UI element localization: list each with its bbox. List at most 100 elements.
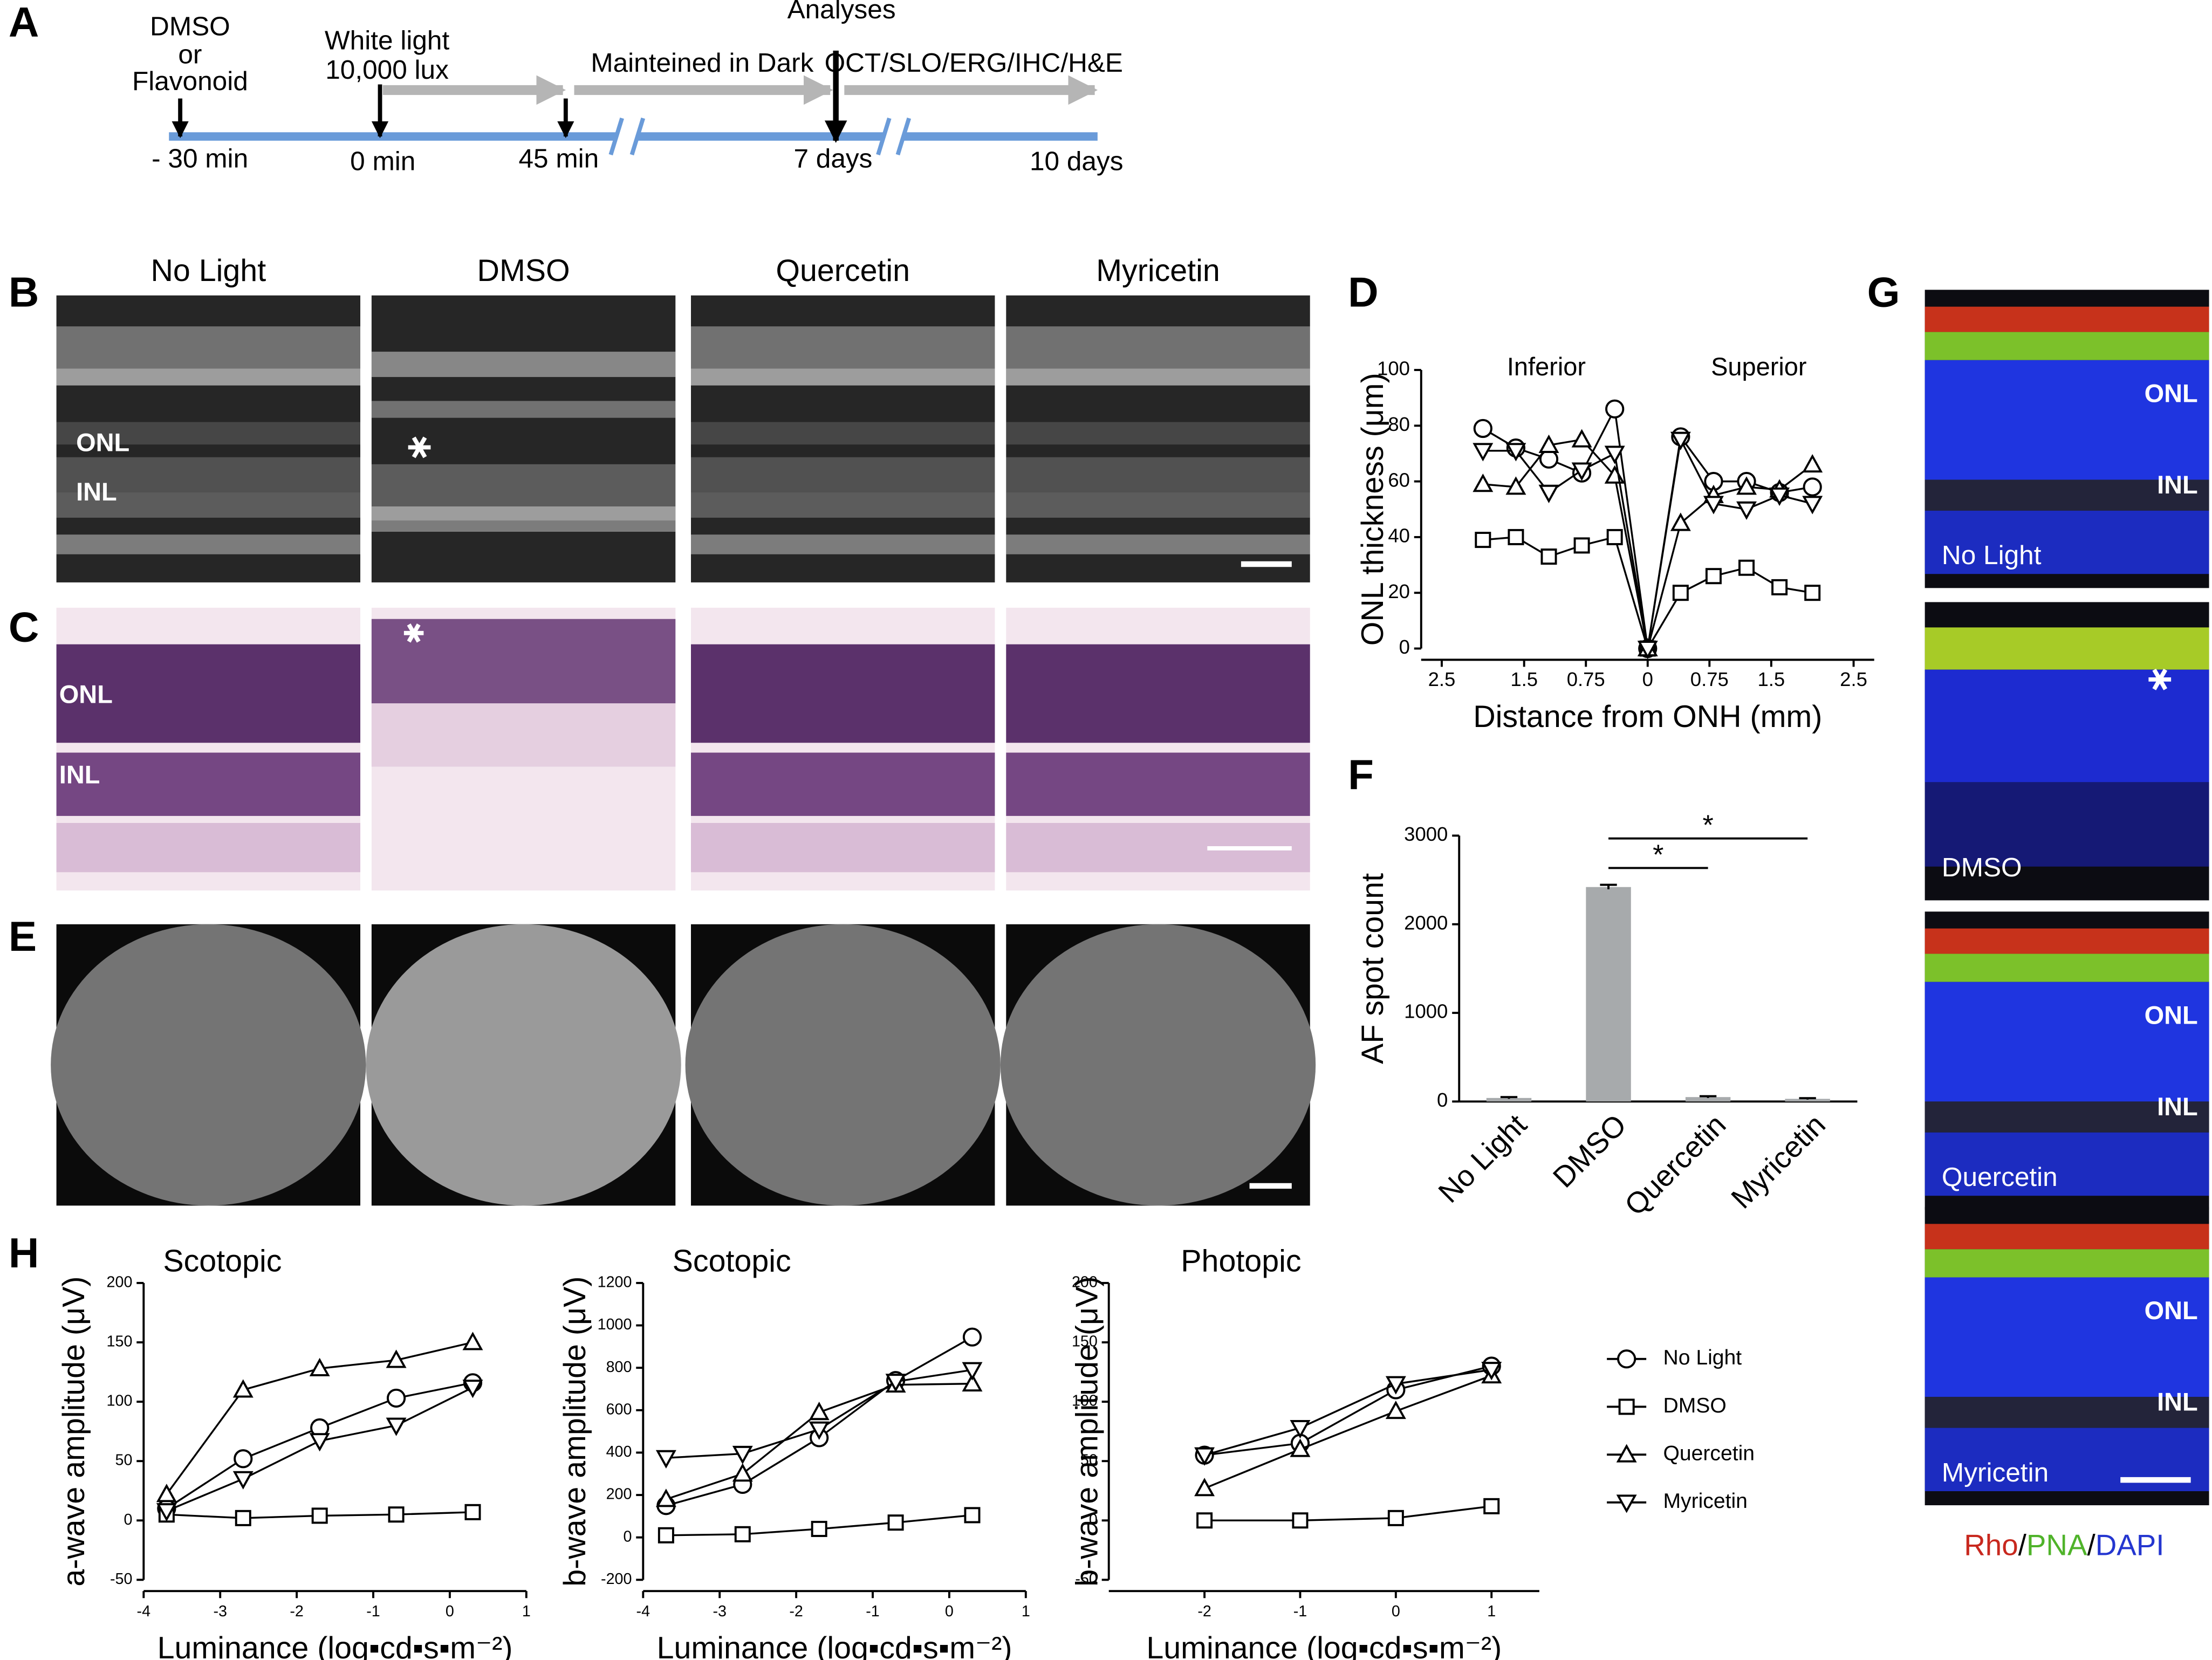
- marker: [234, 1449, 253, 1469]
- panel-label: D: [1348, 268, 1379, 315]
- panel-label: A: [9, 0, 39, 46]
- oct-layer: [56, 422, 361, 445]
- y-tick-label: 0: [1399, 636, 1410, 658]
- if-layer: [1925, 1397, 2209, 1428]
- marker: [1618, 1398, 1635, 1415]
- bar: [1785, 1099, 1830, 1102]
- condition-title: DMSO: [477, 253, 570, 288]
- y-tick-label: 1000: [1404, 1000, 1448, 1023]
- he-layer: [56, 644, 361, 743]
- he-layer: [1006, 644, 1310, 743]
- oct-layer: [371, 401, 676, 418]
- he-layer: [691, 822, 995, 873]
- timeline-step: Flavonoid: [132, 66, 248, 96]
- marker: [1508, 529, 1524, 545]
- panel-label: B: [9, 268, 39, 315]
- panel-label: H: [9, 1229, 39, 1277]
- y-axis-label: b-wave amplitude (μV): [558, 1277, 592, 1587]
- he-layer: [371, 703, 676, 767]
- marker: [811, 1520, 827, 1537]
- x-tick-label: 1: [1022, 1603, 1030, 1620]
- fundus: [1000, 924, 1316, 1206]
- panel-label: C: [9, 603, 39, 650]
- x-tick-label: 2.5: [1840, 668, 1867, 690]
- y-tick-label: 150: [1072, 1333, 1098, 1350]
- timeline-time: 7 days: [793, 143, 872, 173]
- marker: [1606, 529, 1623, 545]
- y-tick-label: 200: [1072, 1274, 1098, 1291]
- if-layer: [1925, 306, 2209, 332]
- panel-label: G: [1867, 268, 1900, 315]
- if-layer: [1925, 479, 2209, 511]
- marker: [1473, 474, 1494, 492]
- y-tick-label: 200: [107, 1274, 133, 1291]
- if-layer: [1925, 360, 2209, 480]
- x-tick-label: Quercetin: [1618, 1108, 1732, 1222]
- y-tick-label: -50: [110, 1570, 132, 1588]
- y-tick-label: 50: [1080, 1452, 1098, 1469]
- layer-label: ONL: [2145, 1296, 2198, 1325]
- y-tick-label: 0: [1437, 1089, 1448, 1111]
- marker: [1616, 1444, 1637, 1463]
- marker: [1571, 429, 1592, 448]
- marker: [1670, 512, 1691, 531]
- separator: /: [2087, 1528, 2095, 1562]
- marker: [1571, 462, 1592, 481]
- y-axis-label: AF spot count: [1355, 873, 1390, 1064]
- marker: [1385, 1376, 1406, 1395]
- oct-layer: [691, 457, 995, 492]
- error-bar: [1500, 1096, 1518, 1099]
- oct-layer: [1006, 534, 1310, 554]
- oct-layer: [371, 352, 676, 378]
- series-line: [1204, 1368, 1492, 1456]
- timeline-step: OCT/SLO/ERG/IHC/H&E: [825, 47, 1123, 78]
- marker: [388, 1506, 405, 1523]
- timeline-time: - 30 min: [152, 143, 248, 173]
- marker: [1481, 1362, 1502, 1381]
- marker: [1617, 1349, 1636, 1369]
- oct-layer: [56, 326, 361, 369]
- y-axis-label: b-wave amplitude (μV): [1070, 1277, 1104, 1587]
- marker: [962, 1327, 982, 1347]
- marker: [1290, 1420, 1311, 1439]
- x-tick-label: -1: [866, 1603, 880, 1620]
- marker: [962, 1362, 983, 1381]
- marker: [1736, 501, 1757, 520]
- oct-layer: [1006, 492, 1310, 518]
- marker: [1194, 1447, 1215, 1466]
- if-layer: [1925, 510, 2209, 574]
- y-tick-label: 3000: [1404, 823, 1448, 845]
- x-tick-label: 1.5: [1510, 668, 1538, 690]
- he-layer: [691, 752, 995, 816]
- marker: [1802, 454, 1823, 473]
- oct-layer: [691, 422, 995, 445]
- marker: [156, 1484, 177, 1503]
- legend-label: Quercetin: [1663, 1442, 1755, 1465]
- marker: [232, 1379, 254, 1398]
- legend-label: Myricetin: [1663, 1490, 1747, 1513]
- oct-layer: [56, 368, 361, 386]
- marker: [1573, 537, 1590, 554]
- asterisk: [412, 436, 427, 458]
- if-layer: [1925, 1277, 2209, 1397]
- marker: [1802, 496, 1823, 515]
- y-tick-label: 80: [1388, 413, 1410, 435]
- panel-label: E: [9, 913, 37, 960]
- x-tick-label: 0: [1642, 668, 1653, 690]
- legend-label: DMSO: [1663, 1394, 1726, 1417]
- marker: [1292, 1512, 1309, 1529]
- marker: [809, 1402, 830, 1421]
- he-layer: [56, 752, 361, 816]
- error-bar: [1799, 1097, 1816, 1100]
- marker: [1387, 1510, 1404, 1526]
- y-tick-label: 0: [124, 1511, 132, 1528]
- marker: [658, 1527, 674, 1544]
- chart-title: Photopic: [1181, 1244, 1301, 1279]
- x-tick-label: -4: [636, 1603, 650, 1620]
- y-tick-label: 1200: [598, 1274, 632, 1291]
- if-layer: [1925, 1249, 2209, 1278]
- y-tick-label: 800: [606, 1359, 632, 1376]
- marker: [1605, 399, 1625, 419]
